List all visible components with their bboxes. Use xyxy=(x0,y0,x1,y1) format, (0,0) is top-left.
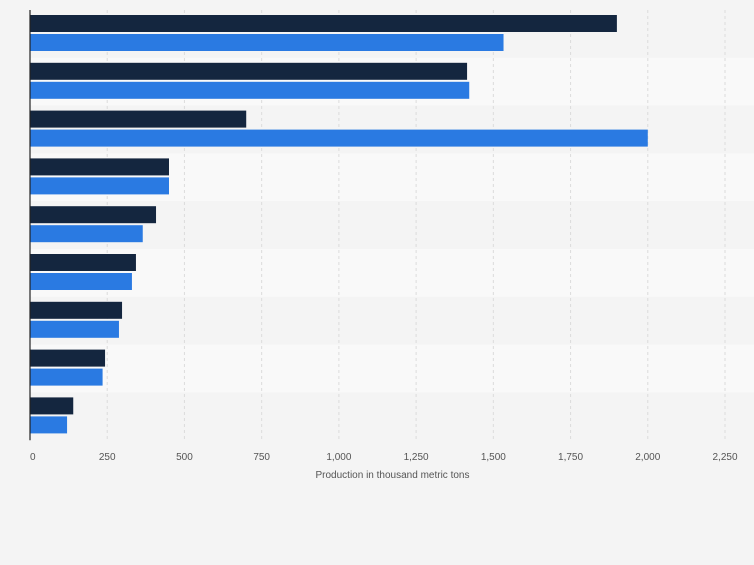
bar-series-1 xyxy=(30,254,136,271)
x-axis-tick-labels: 0 250 500 750 1,000 1,250 1,500 1,750 2,000 2,250 xyxy=(30,452,738,463)
bar-series-1 xyxy=(30,397,74,415)
bars xyxy=(30,15,648,434)
x-axis-label: Production in thousand metric tons xyxy=(316,470,470,481)
category-band xyxy=(30,392,754,441)
x-tick-label: 0 xyxy=(30,452,36,463)
category-band xyxy=(30,296,754,345)
category-band xyxy=(30,249,754,297)
x-tick-label: 1,500 xyxy=(481,452,506,463)
bar-series-1 xyxy=(30,62,468,80)
bar-series-2 xyxy=(30,368,103,386)
bar-series-1 xyxy=(30,110,247,128)
x-tick-label: 1,750 xyxy=(558,452,583,463)
x-tick-label: 500 xyxy=(176,452,193,463)
x-tick-label: 2,250 xyxy=(712,452,737,463)
bar-series-1 xyxy=(30,158,169,176)
x-tick-label: 1,000 xyxy=(326,452,351,463)
x-tick-label: 2,000 xyxy=(635,452,660,463)
x-tick-label: 750 xyxy=(253,452,270,463)
bar-series-1 xyxy=(30,15,617,32)
category-band xyxy=(30,344,754,393)
bar-series-1 xyxy=(30,206,157,224)
bar-series-2 xyxy=(30,34,504,51)
bar-series-2 xyxy=(30,416,68,434)
bar-series-2 xyxy=(30,320,119,338)
bar-series-2 xyxy=(30,81,470,99)
bar-series-2 xyxy=(30,177,169,195)
category-bands xyxy=(30,10,754,441)
bar-series-2 xyxy=(30,225,143,243)
x-tick-label: 250 xyxy=(99,452,116,463)
bar-series-2 xyxy=(30,129,648,147)
bar-series-1 xyxy=(30,349,106,367)
bar-series-1 xyxy=(30,301,123,319)
x-tick-label: 1,250 xyxy=(404,452,429,463)
bar-series-2 xyxy=(30,273,132,290)
